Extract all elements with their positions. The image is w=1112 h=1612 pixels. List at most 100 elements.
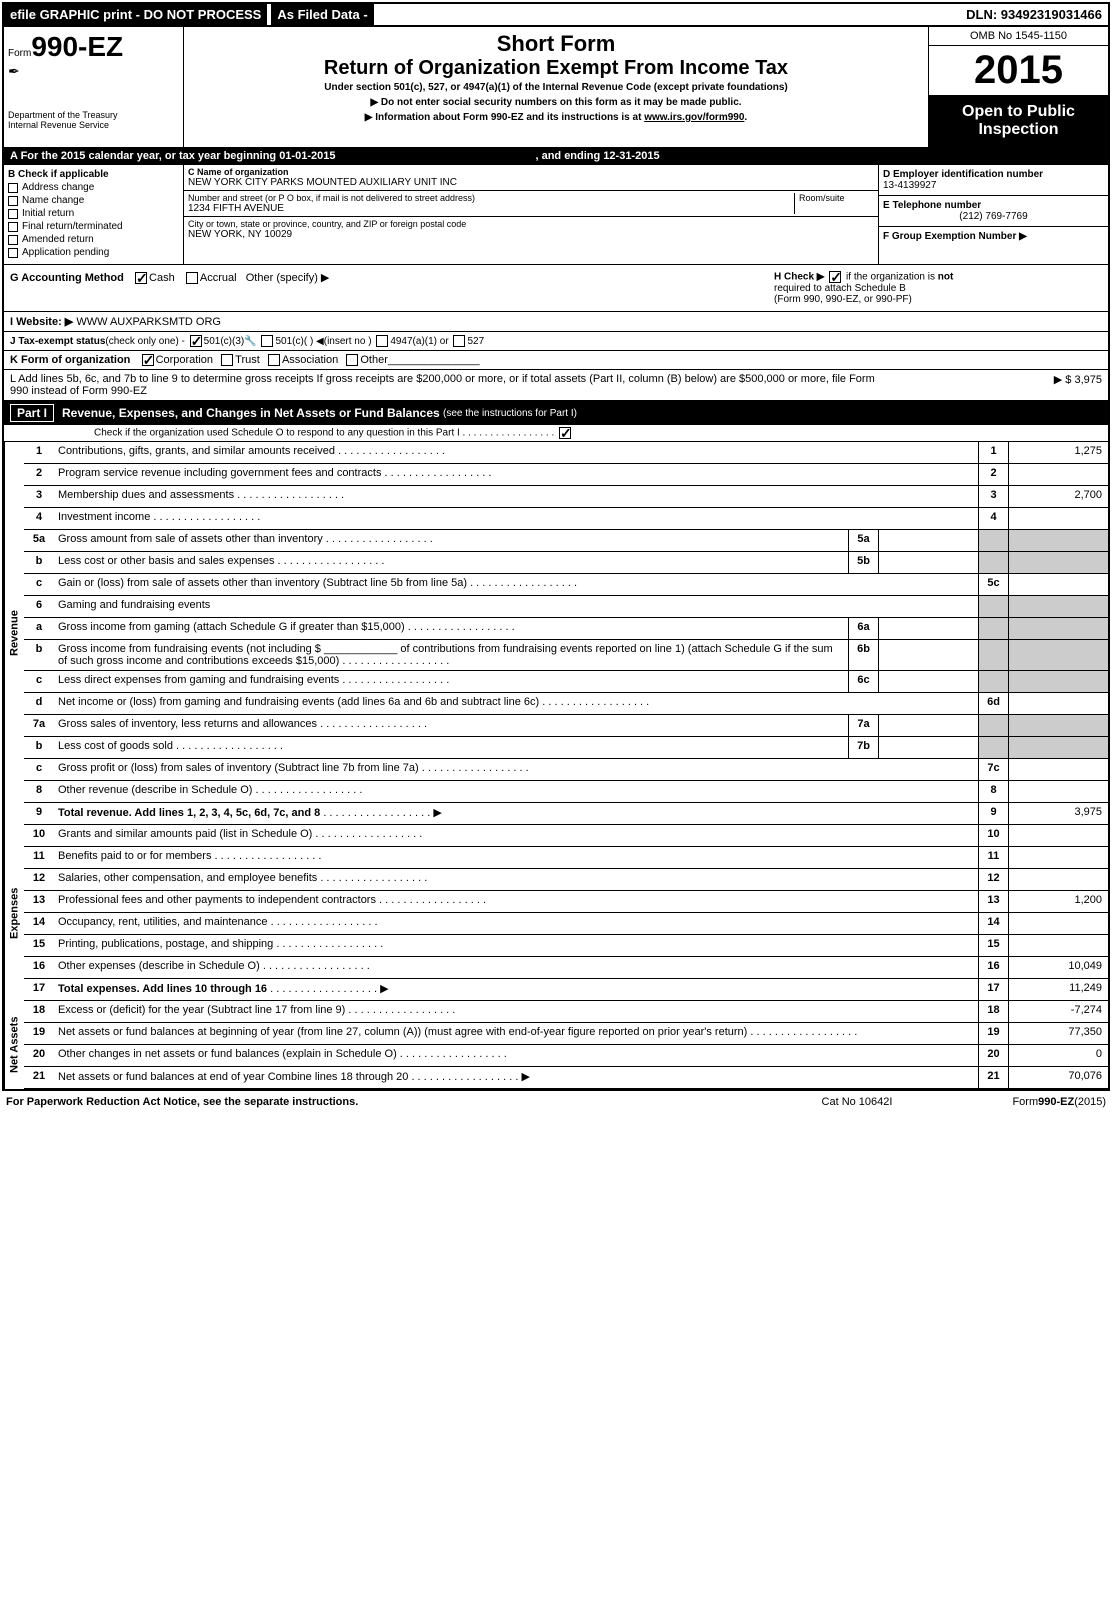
line-b: bGross income from fundraising events (n…	[24, 640, 1108, 671]
header-left: Form990-EZ ✒ Department of the Treasury …	[4, 27, 184, 147]
line-20: 20Other changes in net assets or fund ba…	[24, 1045, 1108, 1067]
tel-label: E Telephone number	[883, 200, 1104, 211]
tel-value: (212) 769-7769	[883, 211, 1104, 222]
line-num: a	[24, 618, 54, 639]
line-a: aGross income from gaming (attach Schedu…	[24, 618, 1108, 640]
omb-number: OMB No 1545-1150	[929, 27, 1108, 46]
line-num: c	[24, 671, 54, 692]
sub-val	[878, 671, 978, 692]
irs-link[interactable]: www.irs.gov/form990	[644, 112, 744, 123]
right-val: 11,249	[1008, 979, 1108, 1000]
line-num: 13	[24, 891, 54, 912]
chk-final-return[interactable]: Final return/terminated	[8, 221, 179, 232]
netassets-section: Net Assets 18Excess or (deficit) for the…	[4, 1001, 1108, 1089]
line-desc: Gross sales of inventory, less returns a…	[54, 715, 848, 736]
right-num: 17	[978, 979, 1008, 1000]
chk-initial-return[interactable]: Initial return	[8, 208, 179, 219]
right-num: 2	[978, 464, 1008, 485]
line-10: 10Grants and similar amounts paid (list …	[24, 825, 1108, 847]
line-desc: Gain or (loss) from sale of assets other…	[54, 574, 978, 595]
right-val	[1008, 935, 1108, 956]
chk-other-org[interactable]	[346, 354, 358, 366]
line-desc: Total revenue. Add lines 1, 2, 3, 4, 5c,…	[54, 803, 978, 824]
chk-schedule-o[interactable]	[559, 427, 571, 439]
sub-num: 5a	[848, 530, 878, 551]
line-num: 18	[24, 1001, 54, 1022]
line-desc: Occupancy, rent, utilities, and maintena…	[54, 913, 978, 934]
line-11: 11Benefits paid to or for members . . . …	[24, 847, 1108, 869]
sub-num: 7b	[848, 737, 878, 758]
line-desc: Less cost of goods sold . . . . . . . . …	[54, 737, 848, 758]
line-desc: Printing, publications, postage, and shi…	[54, 935, 978, 956]
row-l-text: L Add lines 5b, 6c, and 7b to line 9 to …	[10, 373, 890, 397]
right-val: 77,350	[1008, 1023, 1108, 1044]
addr-label: Number and street (or P O box, if mail i…	[188, 193, 794, 203]
right-num: 9	[978, 803, 1008, 824]
right-val: 0	[1008, 1045, 1108, 1066]
line-desc: Net assets or fund balances at end of ye…	[54, 1067, 978, 1088]
line-1: 1Contributions, gifts, grants, and simil…	[24, 442, 1108, 464]
chk-name-change[interactable]: Name change	[8, 195, 179, 206]
part1-sub: Check if the organization used Schedule …	[4, 425, 1108, 442]
netassets-side-label: Net Assets	[4, 1001, 24, 1089]
ein-label: D Employer identification number	[883, 169, 1104, 180]
line-desc: Net assets or fund balances at beginning…	[54, 1023, 978, 1044]
chk-application-pending[interactable]: Application pending	[8, 247, 179, 258]
right-num: 14	[978, 913, 1008, 934]
right-num: 18	[978, 1001, 1008, 1022]
line-num: 5a	[24, 530, 54, 551]
sub-num: 6b	[848, 640, 878, 670]
sub-num: 5b	[848, 552, 878, 573]
line-c: cGross profit or (loss) from sales of in…	[24, 759, 1108, 781]
section-b: B Check if applicable Address change Nam…	[4, 165, 184, 264]
chk-501c[interactable]	[261, 335, 273, 347]
city-label: City or town, state or province, country…	[188, 219, 874, 229]
line-desc: Excess or (deficit) for the year (Subtra…	[54, 1001, 978, 1022]
chk-amended-return[interactable]: Amended return	[8, 234, 179, 245]
line-num: b	[24, 640, 54, 670]
chk-accrual[interactable]	[186, 272, 198, 284]
right-val	[1008, 825, 1108, 846]
line-desc: Contributions, gifts, grants, and simila…	[54, 442, 978, 463]
right-val	[1008, 781, 1108, 802]
right-num: 4	[978, 508, 1008, 529]
line-desc: Other revenue (describe in Schedule O) .…	[54, 781, 978, 802]
notice1: ▶ Do not enter social security numbers o…	[192, 97, 920, 108]
right-val	[1008, 869, 1108, 890]
c-name-label: C Name of organization	[188, 167, 874, 177]
dept2: Internal Revenue Service	[8, 120, 179, 130]
b-title: B Check if applicable	[8, 169, 179, 180]
chk-4947[interactable]	[376, 335, 388, 347]
line-num: 12	[24, 869, 54, 890]
chk-527[interactable]	[453, 335, 465, 347]
chk-501c3[interactable]	[190, 335, 202, 347]
chk-corporation[interactable]	[142, 354, 154, 366]
chk-schedule-b[interactable]	[829, 271, 841, 283]
right-num: 3	[978, 486, 1008, 507]
right-num: 16	[978, 957, 1008, 978]
right-val: -7,274	[1008, 1001, 1108, 1022]
right-val	[1008, 693, 1108, 714]
right-val	[1008, 574, 1108, 595]
line-num: 1	[24, 442, 54, 463]
line-desc: Salaries, other compensation, and employ…	[54, 869, 978, 890]
chk-address-change[interactable]: Address change	[8, 182, 179, 193]
line-3: 3Membership dues and assessments . . . .…	[24, 486, 1108, 508]
ein-value: 13-4139927	[883, 180, 1104, 191]
footer-mid: Cat No 10642I	[822, 1096, 893, 1108]
chk-trust[interactable]	[221, 354, 233, 366]
chk-association[interactable]	[268, 354, 280, 366]
line-16: 16Other expenses (describe in Schedule O…	[24, 957, 1108, 979]
line-desc: Gross income from fundraising events (no…	[54, 640, 848, 670]
chk-cash[interactable]	[135, 272, 147, 284]
line-desc: Benefits paid to or for members . . . . …	[54, 847, 978, 868]
header: Form990-EZ ✒ Department of the Treasury …	[4, 27, 1108, 148]
line-4: 4Investment income . . . . . . . . . . .…	[24, 508, 1108, 530]
org-name: NEW YORK CITY PARKS MOUNTED AUXILIARY UN…	[188, 177, 874, 188]
sub-val	[878, 552, 978, 573]
line-num: c	[24, 574, 54, 595]
line-desc: Other expenses (describe in Schedule O) …	[54, 957, 978, 978]
row-l: L Add lines 5b, 6c, and 7b to line 9 to …	[4, 370, 1108, 401]
line-d: dNet income or (loss) from gaming and fu…	[24, 693, 1108, 715]
line-12: 12Salaries, other compensation, and empl…	[24, 869, 1108, 891]
